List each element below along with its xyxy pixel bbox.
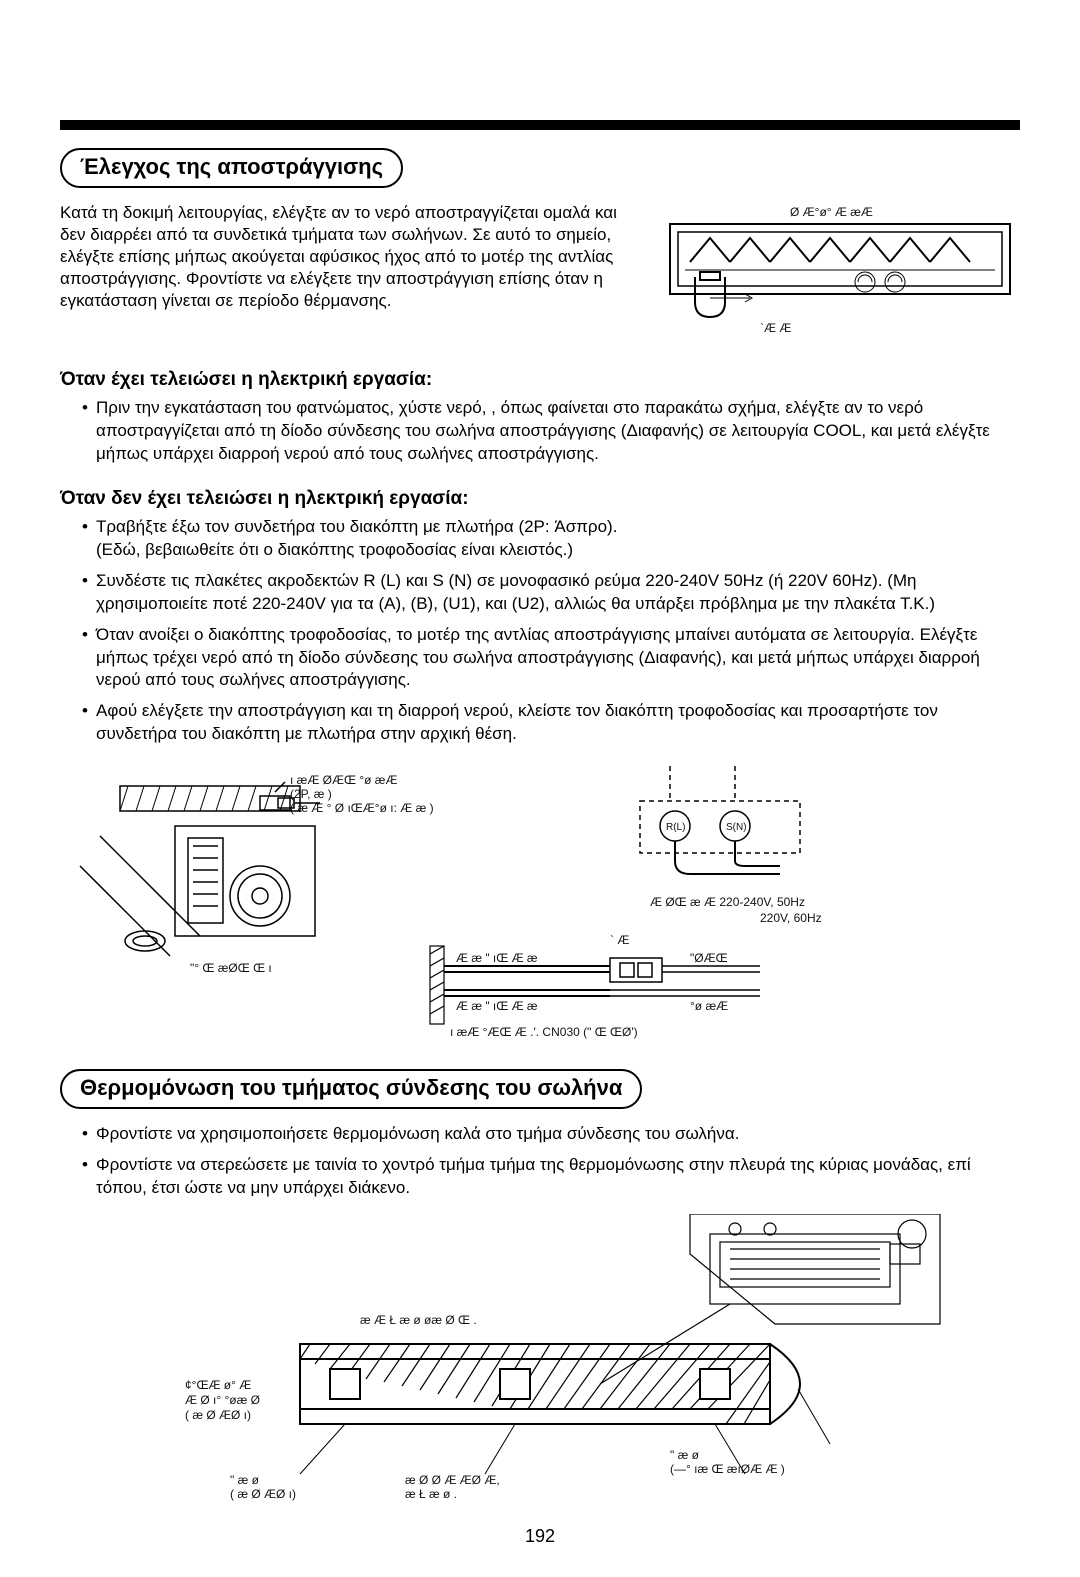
list-item: Φροντίστε να χρησιμοποιήσετε θερμομόνωση… bbox=[82, 1123, 1020, 1146]
page-number: 192 bbox=[0, 1526, 1080, 1547]
list-item: Φροντίστε να στερεώσετε με ταινία το χον… bbox=[82, 1154, 1020, 1200]
list-item: Αφού ελέγξετε την αποστράγγιση και τη δι… bbox=[82, 700, 1020, 746]
top-rule bbox=[60, 120, 1020, 130]
list-item: Όταν ανοίξει ο διακόπτης τροφοδοσίας, το… bbox=[82, 624, 1020, 693]
svg-text:°ø æÆ: °ø æÆ bbox=[690, 999, 728, 1013]
svg-text:Ø Æ°ø° Æ æÆ: Ø Æ°ø° Æ æÆ bbox=[790, 205, 873, 219]
svg-text:¢°ŒÆ ø° Æ: ¢°ŒÆ ø° Æ bbox=[185, 1378, 251, 1392]
svg-text:S(N): S(N) bbox=[726, 822, 747, 833]
svg-text:ı æÆ °ÆŒ Æ .'. CN030 (: ı æÆ °ÆŒ Æ .'. CN030 (" Œ ŒØ') bbox=[450, 1025, 638, 1039]
wiring-figures: ı æÆ ØÆŒ °ø æÆ (2P, æ ) ( æ Æ ° Ø ıŒÆ°ø … bbox=[60, 766, 1020, 1051]
svg-text:(—° ıæ Œ æıØÆ Æ ): (—° ıæ Œ æıØÆ Æ ) bbox=[670, 1462, 785, 1476]
svg-text:(2P, æ ): (2P, æ ) bbox=[290, 787, 332, 801]
insulation-figure: æ Æ Ł æ ø øæ Ø Œ . bbox=[60, 1214, 1020, 1519]
svg-text:Æ ØŒ æ Æ 220-240V, 50Hz: Æ ØŒ æ Æ 220-240V, 50Hz bbox=[650, 895, 805, 909]
section-drain-check: Έλεγχος της αποστράγγισης Κατά τη δοκιμή… bbox=[60, 148, 1020, 1051]
svg-text:"ØÆŒ: "ØÆŒ bbox=[690, 951, 728, 965]
sub-heading-finished: Όταν έχει τελειώσει η ηλεκτρική εργασία: bbox=[60, 369, 1020, 391]
bullet-list: Φροντίστε να χρησιμοποιήσετε θερμομόνωση… bbox=[82, 1123, 1020, 1200]
svg-text:` Æ: ` Æ bbox=[610, 933, 629, 947]
section-insulation: Θερμομόνωση του τμήματος σύνδεσης του σω… bbox=[60, 1069, 1020, 1519]
list-item: Συνδέστε τις πλακέτες ακροδεκτών R (L) κ… bbox=[82, 570, 1020, 616]
section-title: Έλεγχος της αποστράγγισης bbox=[60, 148, 403, 188]
list-item: Τραβήξτε έξω τον συνδετήρα του διακόπτη … bbox=[82, 516, 1020, 562]
svg-text:( æ Ø ÆØ ı): ( æ Ø ÆØ ı) bbox=[230, 1487, 296, 1501]
svg-text:æ Ł æ ø .: æ Ł æ ø . bbox=[405, 1487, 457, 1501]
sub-heading-not-finished: Όταν δεν έχει τελειώσει η ηλεκτρική εργα… bbox=[60, 488, 1020, 510]
svg-text:"° Œ æØŒ Œ ı: "° Œ æØŒ Œ ı bbox=[190, 961, 272, 975]
svg-text:`Æ Æ: `Æ Æ bbox=[760, 321, 791, 335]
svg-text:ı æÆ ØÆŒ °ø æÆ: ı æÆ ØÆŒ °ø æÆ bbox=[290, 773, 397, 787]
ceiling-unit-diagram: Ø Æ°ø° Æ æÆ bbox=[660, 202, 1020, 347]
svg-text:R(L): R(L) bbox=[666, 822, 685, 833]
intro-text: Κατά τη δοκιμή λειτουργίας, ελέγξτε αν τ… bbox=[60, 202, 630, 312]
svg-text:" æ ø: " æ ø bbox=[230, 1473, 260, 1487]
svg-text:220V, 60Hz: 220V, 60Hz bbox=[760, 911, 822, 925]
svg-text:Æ æ " ıŒ Æ: Æ æ " ıŒ Æ æ bbox=[456, 999, 538, 1013]
list-item: Πριν την εγκατάσταση του φατνώματος, χύσ… bbox=[82, 397, 1020, 466]
svg-text:Æ æ " ıŒ Æ: Æ æ " ıŒ Æ æ bbox=[456, 951, 538, 965]
svg-text:" æ ø: " æ ø bbox=[670, 1448, 700, 1462]
svg-text:æ Ø Ø Æ ÆØ Æ,: æ Ø Ø Æ ÆØ Æ, bbox=[405, 1473, 500, 1487]
svg-text:( æ Ø ÆØ ı): ( æ Ø ÆØ ı) bbox=[185, 1408, 251, 1422]
page: Έλεγχος της αποστράγγισης Κατά τη δοκιμή… bbox=[0, 0, 1080, 1577]
svg-text:æ Æ Ł æ ø øæ: æ Æ Ł æ ø øæ Ø Œ . bbox=[360, 1313, 477, 1327]
intro-row: Κατά τη δοκιμή λειτουργίας, ελέγξτε αν τ… bbox=[60, 202, 1020, 347]
bullet-list: Πριν την εγκατάσταση του φατνώματος, χύσ… bbox=[82, 397, 1020, 466]
section-title: Θερμομόνωση του τμήματος σύνδεσης του σω… bbox=[60, 1069, 642, 1109]
bullet-list: Τραβήξτε έξω τον συνδετήρα του διακόπτη … bbox=[82, 516, 1020, 746]
svg-text:Æ Ø ı° °øæ Ø: Æ Ø ı° °øæ Ø bbox=[185, 1393, 260, 1407]
